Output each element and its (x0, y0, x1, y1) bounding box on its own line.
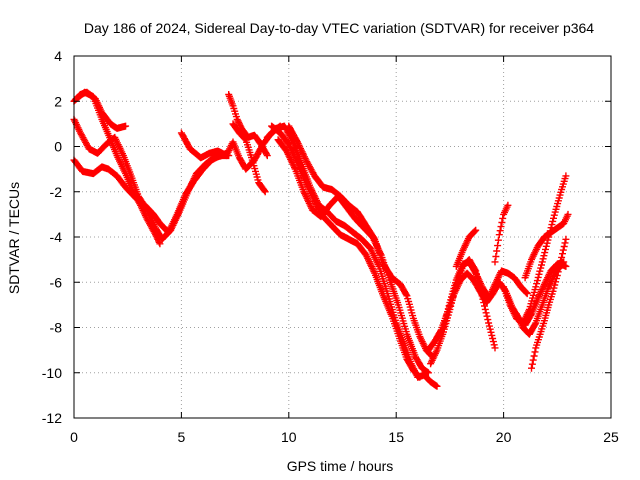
x-tick-label: 10 (281, 429, 297, 445)
series-markers (528, 235, 570, 372)
y-tick-label: 4 (54, 48, 62, 64)
series-14 (440, 258, 531, 331)
x-axis-label: GPS time / hours (287, 458, 394, 474)
series-20 (528, 235, 570, 372)
x-tick-label: 0 (70, 429, 78, 445)
y-tick-label: -8 (50, 320, 63, 336)
x-tick-label: 25 (603, 429, 619, 445)
y-tick-label: 2 (54, 93, 62, 109)
x-tick-label: 15 (388, 429, 404, 445)
series-16 (491, 201, 512, 266)
x-tick-label: 20 (496, 429, 512, 445)
y-tick-label: -10 (42, 365, 62, 381)
chart-title: Day 186 of 2024, Sidereal Day-to-day VTE… (84, 20, 594, 36)
y-tick-label: -2 (50, 184, 63, 200)
series-6 (225, 91, 271, 160)
series-19 (521, 210, 572, 282)
series-markers (491, 201, 512, 266)
x-tick-label: 5 (178, 429, 186, 445)
series-markers (229, 120, 269, 196)
series-7 (229, 120, 269, 196)
series-11 (285, 122, 437, 361)
y-tick-label: 0 (54, 139, 62, 155)
series-markers (285, 122, 437, 361)
series-markers (225, 91, 271, 160)
y-tick-label: -12 (42, 410, 62, 426)
axis-ticks: 0 5 10 15 20 25 -12 -10 -8 -6 -4 -2 0 2 4 (42, 48, 619, 445)
series-4 (72, 88, 164, 248)
series-markers (452, 226, 480, 270)
y-tick-label: -4 (50, 229, 63, 245)
y-axis-label: SDTVAR / TECUs (6, 182, 22, 294)
series-markers (72, 88, 164, 248)
series-markers (521, 210, 572, 282)
y-tick-label: -6 (50, 274, 63, 290)
series-markers (440, 258, 531, 331)
series-15 (452, 226, 480, 270)
